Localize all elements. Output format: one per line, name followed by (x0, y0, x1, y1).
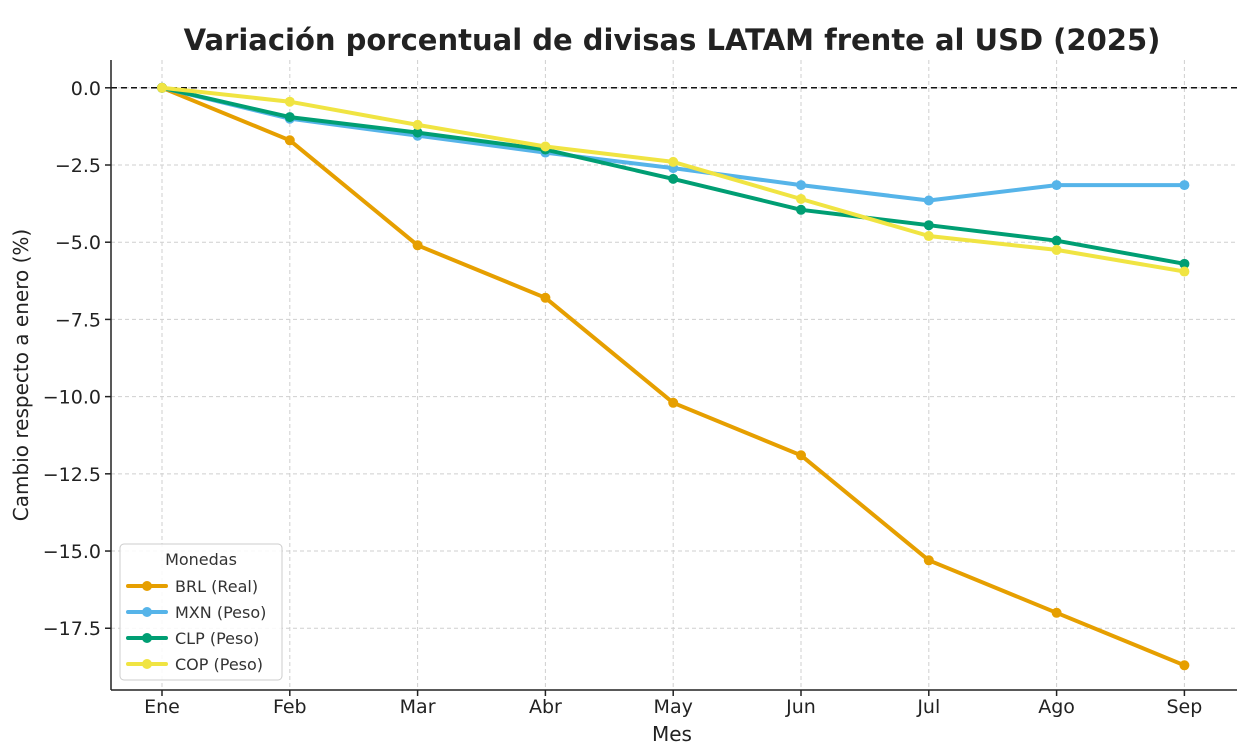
data-point (1179, 660, 1190, 671)
x-tick-label: May (654, 696, 693, 718)
x-axis-label: Mes (652, 722, 692, 746)
legend-entry: COP (Peso) (126, 655, 263, 674)
series-brl (157, 82, 1190, 671)
y-tick-label: 0.0 (71, 78, 101, 100)
x-tick-label: Sep (1166, 696, 1202, 718)
tick-labels: Ene Feb Mar Abr May Jun Jul Ago Sep 0.0 −2.5 −5.0 −7… (43, 78, 1203, 718)
data-point (923, 231, 934, 242)
legend-label: BRL (Real) (175, 577, 258, 596)
x-tick-label: Ene (144, 696, 180, 718)
data-point (668, 397, 679, 408)
legend: Monedas BRL (Real) MXN (Peso) CLP (Peso) COP… (119, 543, 283, 681)
data-point (284, 135, 295, 146)
x-tick-label: Abr (529, 696, 562, 718)
data-point (796, 180, 806, 191)
x-tick-label: Jun (785, 696, 816, 718)
legend-marker (142, 581, 152, 591)
y-axis-label: Cambio respecto a enero (%) (9, 229, 33, 521)
legend-label: COP (Peso) (175, 655, 263, 674)
y-tick-label: −17.5 (43, 618, 101, 640)
y-tick-label: −5.0 (55, 232, 101, 254)
x-tick-label: Jul (916, 696, 940, 718)
data-point (668, 173, 679, 184)
data-point (1051, 180, 1062, 191)
data-point (796, 450, 806, 461)
data-point (1051, 607, 1062, 618)
data-point (796, 193, 806, 204)
data-point (923, 555, 934, 566)
data-point (284, 96, 295, 107)
legend-box (119, 543, 283, 681)
x-tick-label: Mar (400, 696, 436, 718)
data-point (1179, 180, 1190, 191)
data-point (1179, 258, 1190, 269)
data-point (412, 119, 423, 130)
series-clp (157, 82, 1190, 269)
data-point (668, 156, 679, 167)
data-point (923, 195, 934, 206)
legend-marker (142, 659, 152, 669)
data-point (1051, 244, 1062, 255)
data-point (412, 240, 423, 251)
legend-entry: MXN (Peso) (126, 603, 266, 622)
legend-label: CLP (Peso) (175, 629, 259, 648)
y-tick-label: −12.5 (43, 464, 101, 486)
data-point (540, 292, 551, 303)
series-cop (157, 82, 1190, 277)
data-point (923, 220, 934, 231)
series-lines (157, 82, 1190, 671)
x-tick-label: Ago (1038, 696, 1075, 718)
legend-entry: BRL (Real) (126, 577, 258, 596)
data-point (157, 82, 167, 93)
y-tick-label: −10.0 (43, 387, 101, 409)
y-tick-label: −2.5 (55, 155, 101, 177)
legend-marker (142, 607, 152, 617)
data-point (796, 204, 806, 215)
data-point (284, 112, 295, 123)
legend-label: MXN (Peso) (175, 603, 266, 622)
data-point (412, 127, 423, 138)
data-point (1051, 235, 1062, 246)
legend-title: Monedas (165, 550, 237, 569)
y-tick-label: −7.5 (55, 309, 101, 331)
legend-entry: CLP (Peso) (126, 629, 259, 648)
axes (105, 60, 1237, 696)
chart-title: Variación porcentual de divisas LATAM fr… (184, 23, 1161, 57)
legend-marker (142, 633, 152, 643)
x-tick-label: Feb (273, 696, 307, 718)
data-point (1179, 266, 1190, 277)
data-point (540, 141, 551, 152)
y-tick-label: −15.0 (43, 541, 101, 563)
